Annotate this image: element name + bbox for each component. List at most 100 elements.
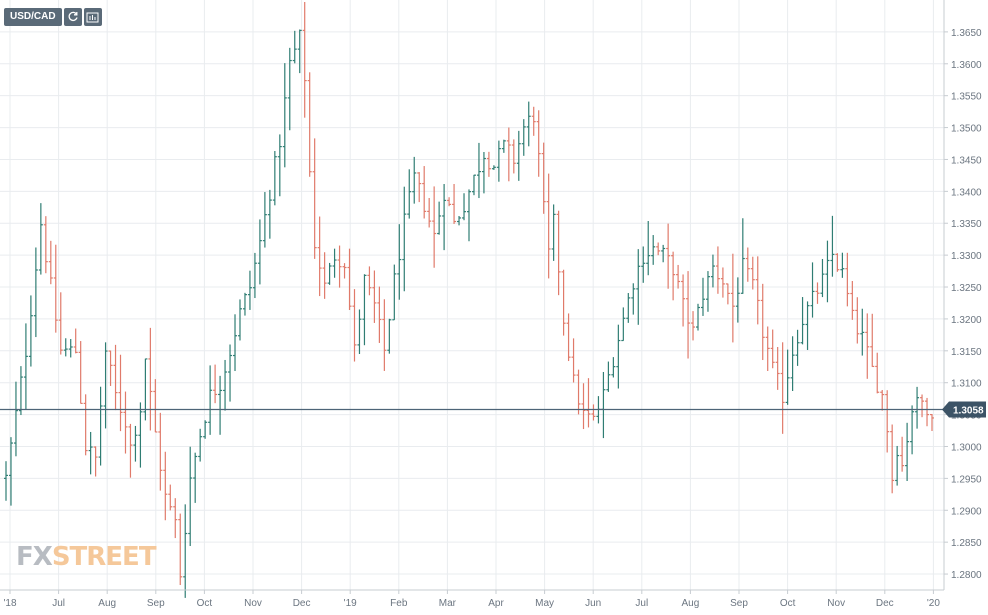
refresh-button[interactable] (63, 8, 82, 26)
ohlc-bar (282, 63, 287, 168)
chart-settings-button[interactable] (83, 8, 102, 26)
x-tick-label: May (535, 598, 554, 609)
ohlc-bar (387, 318, 392, 354)
y-tick-label: 1.3300 (951, 251, 982, 262)
current-price-badge (942, 401, 986, 418)
ohlc-bar (730, 253, 735, 343)
ohlc-bar (432, 186, 437, 268)
ohlc-bar (312, 138, 317, 259)
ohlc-bar (457, 216, 462, 226)
x-tick-label: Dec (293, 598, 311, 609)
ohlc-bar (471, 174, 476, 196)
x-tick-label: Aug (682, 598, 700, 609)
plot-background (0, 0, 944, 590)
ohlc-bar (486, 151, 491, 177)
ohlc-bar (521, 119, 526, 156)
ohlc-bar (213, 364, 218, 404)
ohlc-bar (337, 245, 342, 288)
fxstreet-logo: FXSTREET (16, 542, 157, 572)
ohlc-bar (885, 390, 890, 453)
ohlc-bar (8, 437, 13, 506)
x-tick-label: Jul (52, 598, 65, 609)
ohlc-bar (651, 235, 656, 265)
y-tick-label: 1.3550 (951, 92, 982, 103)
ohlc-bar (910, 405, 915, 455)
ohlc-bar (38, 203, 43, 275)
ohlc-bar (23, 323, 28, 410)
y-tick-label: 1.3200 (951, 315, 982, 326)
ohlc-bar (452, 183, 457, 224)
ohlc-bar (252, 252, 257, 299)
ohlc-bar (476, 142, 481, 199)
ohlc-bar (606, 361, 611, 392)
y-tick-label: 1.3650 (951, 28, 982, 39)
ohlc-bar (73, 328, 78, 354)
ohlc-bar (755, 256, 760, 325)
ohlc-bar (88, 431, 93, 475)
ohlc-bar (925, 397, 930, 427)
ohlc-bar (735, 277, 740, 323)
ohlc-bar (68, 339, 73, 358)
ohlc-bar (805, 301, 810, 350)
ohlc-bar (765, 326, 770, 371)
ohlc-bar (770, 329, 775, 369)
ohlc-bar (317, 216, 322, 297)
ohlc-bar (13, 381, 18, 457)
ohlc-bar (676, 264, 681, 289)
ohlc-bar (775, 347, 780, 390)
chart-toolbar: USD/CAD (4, 8, 102, 26)
ohlc-bar (103, 342, 108, 429)
x-axis-ticks: '18 Jul Aug Sep Oct Nov Dec '19 Feb Mar Apr May Jun J… (3, 590, 940, 609)
ohlc-bar (795, 329, 800, 366)
ohlc-bar (696, 303, 701, 331)
ohlc-bar (671, 251, 676, 301)
ohlc-bar (715, 246, 720, 294)
y-tick-label: 1.2850 (951, 538, 982, 549)
ohlc-bar (43, 216, 48, 274)
ohlc-bar (531, 106, 536, 136)
ohlc-bar (691, 311, 696, 341)
ohlc-bar (536, 110, 541, 177)
refresh-icon (68, 11, 78, 22)
chart-settings-icon (86, 12, 99, 23)
logo-text-street: STREET (51, 542, 157, 572)
ohlc-bar (496, 140, 501, 182)
ohlc-bar (228, 344, 233, 402)
ohlc-bar (780, 342, 785, 434)
ohlc-bar (860, 308, 865, 356)
ohlc-bar (4, 461, 8, 501)
ohlc-bar (427, 197, 432, 228)
ohlc-bar (223, 359, 228, 411)
x-tick-label: Oct (197, 598, 213, 609)
ohlc-bar (123, 391, 128, 454)
ohlc-bar (700, 277, 705, 316)
y-tick-label: 1.3600 (951, 60, 982, 71)
ohlc-bar (168, 484, 173, 511)
ohlc-bar (407, 169, 412, 219)
ohlc-bar (621, 307, 626, 342)
y-axis-ticks: 1.28001.28501.29001.29501.30001.30501.31… (944, 28, 982, 581)
ohlc-bar (362, 274, 367, 346)
y-tick-label: 1.3400 (951, 187, 982, 198)
ohlc-bar (158, 412, 163, 491)
ohlc-bar (895, 445, 900, 486)
y-tick-label: 1.3350 (951, 219, 982, 230)
ohlc-bar (48, 240, 53, 285)
symbol-label[interactable]: USD/CAD (4, 8, 62, 26)
ohlc-bar (93, 446, 98, 477)
y-tick-label: 1.2800 (951, 570, 982, 581)
ohlc-bar (825, 240, 830, 303)
ohlc-bar (128, 423, 133, 478)
ohlc-bar (18, 366, 23, 416)
ohlc-bar (511, 139, 516, 174)
ohlc-bar (546, 173, 551, 279)
ohlc-bar (710, 254, 715, 288)
x-tick-label: Aug (98, 598, 116, 609)
ohlc-bar (422, 166, 427, 219)
ohlc-bar (506, 127, 511, 182)
x-tick-label: '19 (344, 598, 357, 609)
ohlc-bar (740, 218, 745, 294)
ohlc-bar (571, 338, 576, 383)
ohlc-bar (586, 378, 591, 428)
